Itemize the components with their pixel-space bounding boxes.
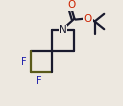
Text: O: O — [67, 0, 76, 10]
Text: O: O — [84, 14, 92, 24]
Text: N: N — [59, 25, 67, 35]
Text: F: F — [21, 57, 26, 67]
Text: F: F — [36, 76, 42, 86]
